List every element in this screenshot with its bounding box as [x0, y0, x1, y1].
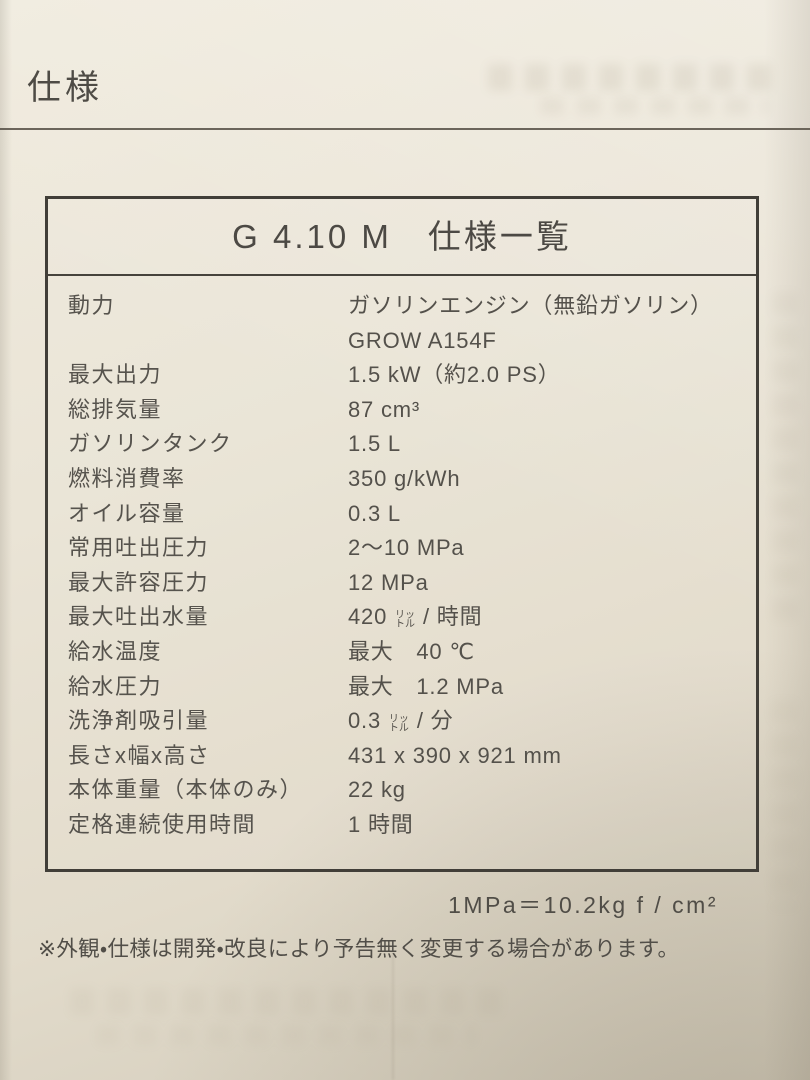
- spec-value: 0.3 リッ トル / 分: [348, 704, 742, 739]
- spec-value-line: 最大 40 ℃: [348, 638, 475, 664]
- liter-unit-glyph: リッ トル: [388, 714, 409, 735]
- spec-value: 最大 40 ℃: [348, 635, 742, 670]
- spec-label: 燃料消費率: [68, 465, 186, 491]
- table-row: 定格連続使用時間 1 時間: [68, 808, 742, 843]
- spec-value: 12 MPa: [348, 566, 742, 601]
- spec-value: 1.5 kW（約2.0 PS）: [348, 358, 742, 393]
- table-row: 常用吐出圧力 2～10 MPa: [68, 531, 742, 566]
- spec-label: 洗浄剤吸引量: [68, 708, 210, 734]
- liter-unit-glyph: リッ トル: [395, 610, 416, 631]
- spec-value: 1.5 L: [348, 427, 742, 462]
- spec-label: 最大許容圧力: [68, 569, 210, 595]
- spec-label: 常用吐出圧力: [68, 535, 210, 561]
- table-row: 最大出力 1.5 kW（約2.0 PS）: [68, 358, 742, 393]
- spec-value: 87 cm³: [348, 393, 742, 428]
- spec-label: 給水温度: [68, 638, 163, 664]
- spec-label: 本体重量（本体のみ）: [68, 777, 304, 803]
- spec-label: 動力: [68, 293, 116, 318]
- spec-table-body: 動力 ガソリンエンジン（無鉛ガソリン） GROW A154F 最大出力 1.5 kW（約…: [48, 276, 756, 843]
- spec-label: 最大出力: [68, 362, 163, 388]
- table-row: 最大許容圧力 12 MPa: [68, 566, 742, 601]
- bleed-through-text: [96, 1024, 476, 1046]
- spec-value-line: 1.5 kW（約2.0 PS）: [348, 362, 561, 388]
- spec-value-line: 12 MPa: [348, 569, 429, 595]
- spec-value-line: 0.3 リッ トル / 分: [348, 708, 454, 735]
- spec-value: ガソリンエンジン（無鉛ガソリン） GROW A154F: [348, 289, 742, 358]
- spec-label: 総排気量: [68, 396, 163, 422]
- table-row: オイル容量 0.3 L: [68, 497, 742, 532]
- table-row: 動力 ガソリンエンジン（無鉛ガソリン） GROW A154F: [68, 289, 742, 358]
- spec-value-line: 431 x 390 x 921 mm: [348, 742, 562, 768]
- table-row: 洗浄剤吸引量 0.3 リッ トル / 分: [68, 704, 742, 739]
- spec-label: 最大吐出水量: [68, 604, 210, 630]
- spec-value-line: 87 cm³: [348, 396, 421, 422]
- table-row: 燃料消費率 350 g/kWh: [68, 462, 742, 497]
- heading-divider: [0, 128, 810, 130]
- spec-table-title: G 4.10 M 仕様一覧: [48, 199, 756, 276]
- unit-conversion-note: 1MPa＝10.2kg f / cm²: [448, 892, 718, 918]
- spec-value-line: 22 kg: [348, 777, 406, 803]
- table-row: 本体重量（本体のみ） 22 kg: [68, 773, 742, 808]
- spec-value-line: ガソリンエンジン（無鉛ガソリン）: [348, 293, 713, 318]
- spec-value: 350 g/kWh: [348, 462, 742, 497]
- spec-value: 2～10 MPa: [348, 531, 742, 566]
- spec-value: 431 x 390 x 921 mm: [348, 739, 742, 774]
- table-row: ガソリンタンク 1.5 L: [68, 427, 742, 462]
- spec-value-line: 0.3 L: [348, 500, 401, 526]
- spec-value-line: 350 g/kWh: [348, 465, 461, 491]
- spec-label: オイル容量: [68, 500, 186, 526]
- bleed-through-text: [70, 988, 510, 1015]
- table-row: 最大吐出水量 420 リッ トル / 時間: [68, 600, 742, 635]
- table-row: 長さx幅x高さ 431 x 390 x 921 mm: [68, 739, 742, 774]
- bleed-through-text: [540, 97, 768, 115]
- spec-value-line: 最大 1.2 MPa: [348, 673, 504, 699]
- bleed-through-text: [488, 64, 784, 91]
- disclaimer-note: ※外観・仕様は開発・改良により予告無く変更する場合があります。: [38, 937, 680, 961]
- spec-label: ガソリンタンク: [68, 431, 233, 457]
- spec-value: 22 kg: [348, 773, 742, 808]
- spec-value: 最大 1.2 MPa: [348, 670, 742, 705]
- spec-value-line: 420 リッ トル / 時間: [348, 604, 483, 631]
- spec-label: 給水圧力: [68, 673, 163, 699]
- spec-label: 定格連続使用時間: [68, 811, 257, 837]
- spec-value-line: 1.5 L: [348, 431, 401, 457]
- spec-label: 長さx幅x高さ: [68, 742, 211, 768]
- spec-value: 0.3 L: [348, 497, 742, 532]
- table-row: 給水圧力 最大 1.2 MPa: [68, 670, 742, 705]
- table-row: 総排気量 87 cm³: [68, 393, 742, 428]
- paper-crease: [392, 952, 394, 1080]
- spec-table: G 4.10 M 仕様一覧 動力 ガソリンエンジン（無鉛ガソリン） GROW A15…: [45, 196, 759, 872]
- spec-value: 1 時間: [348, 808, 742, 843]
- bleed-through-text: [772, 292, 798, 622]
- bleed-through-text: [770, 700, 798, 910]
- table-row: 給水温度 最大 40 ℃: [68, 635, 742, 670]
- spec-value: 420 リッ トル / 時間: [348, 600, 742, 635]
- spec-value-line: 1 時間: [348, 811, 414, 837]
- spec-value-line: 2～10 MPa: [348, 535, 465, 561]
- page-heading: 仕様: [27, 69, 103, 107]
- spec-value-line: GROW A154F: [348, 327, 497, 353]
